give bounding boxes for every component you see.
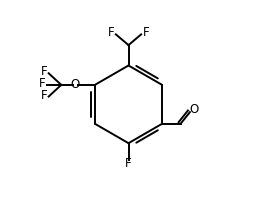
Text: F: F [39,77,45,90]
Text: O: O [190,103,199,116]
Text: F: F [41,65,47,78]
Text: F: F [143,26,150,39]
Text: F: F [125,157,132,170]
Text: F: F [107,26,114,39]
Text: O: O [71,78,80,91]
Text: F: F [41,88,47,101]
